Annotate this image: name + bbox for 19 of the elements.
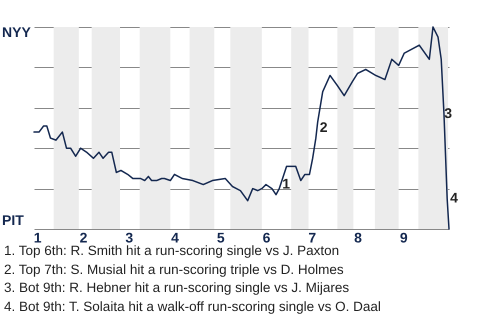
x-tick-label: 2	[80, 230, 88, 246]
text: NYY	[2, 24, 31, 40]
text: 2. Top 7th: S. Musial hit a run-scoring triple vs D. Holmes	[4, 260, 345, 279]
x-tick-label: 7	[308, 230, 316, 246]
x-tick-label: 1	[34, 230, 42, 246]
x-tick-label: 5	[216, 230, 225, 246]
text: 1. Top 6th: R. Smith hit a run-scoring single vs J. Paxton	[4, 243, 340, 258]
x-tick-label: 3	[125, 230, 134, 246]
text: 4. Bot 9th: T. Solaita hit a walk-off run-scoring single vs O. Daal	[4, 298, 381, 316]
text: 3. Bot 9th: R. Hebner hit a run-scoring single vs J. Mijares	[4, 279, 350, 297]
x-tick-label: 6	[262, 230, 271, 246]
annotation: 2	[320, 119, 328, 135]
x-tick-label: 9	[400, 230, 408, 246]
annotation: 4	[450, 190, 458, 206]
text: PIT	[2, 212, 24, 228]
annotation: 1	[282, 176, 290, 192]
x-tick-label: 4	[171, 230, 180, 246]
x-tick-label: 8	[354, 230, 362, 246]
annotation: 3	[444, 104, 452, 121]
